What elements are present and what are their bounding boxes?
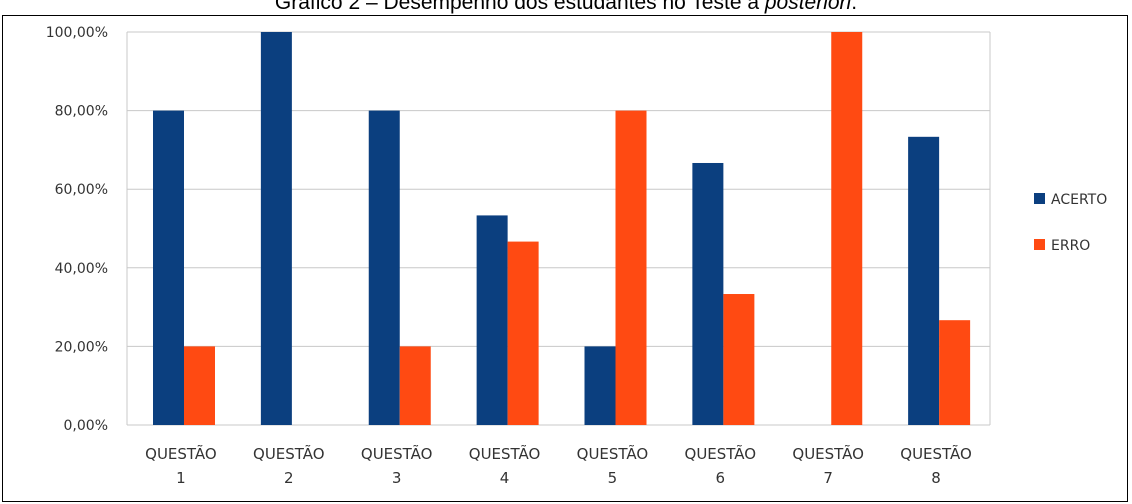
y-tick-label: 100,00% xyxy=(46,25,108,41)
x-tick-label: QUESTÃO xyxy=(469,444,541,463)
y-tick-label: 80,00% xyxy=(55,104,108,120)
y-tick-label: 40,00% xyxy=(55,261,108,277)
y-axis: 0,00% 20,00% 40,00% 60,00% 80,00% 100,00% xyxy=(46,25,108,434)
legend: ACERTO ERRO xyxy=(1034,192,1107,254)
bar-erro-7 xyxy=(831,32,863,425)
x-tick-label: 4 xyxy=(500,469,510,487)
legend-label-acerto: ACERTO xyxy=(1051,192,1107,208)
x-tick-label: QUESTÃO xyxy=(577,444,649,463)
x-tick-label: QUESTÃO xyxy=(900,444,972,463)
bars xyxy=(153,32,971,426)
bar-erro-5 xyxy=(615,110,647,425)
legend-label-erro: ERRO xyxy=(1051,238,1090,254)
x-tick-label: 8 xyxy=(931,469,941,487)
chart-title-emphasis: posteriori xyxy=(764,0,852,14)
bar-erro-4 xyxy=(507,241,539,425)
chart-title-suffix: . xyxy=(851,0,858,14)
bar-acerto-5 xyxy=(584,346,616,425)
x-tick-label: 6 xyxy=(716,469,726,487)
x-tick-label: QUESTÃO xyxy=(792,444,864,463)
x-tick-label: 2 xyxy=(284,469,294,487)
chart-title: Gráfico 2 – Desempenho dos estudantes no… xyxy=(0,0,1132,17)
x-tick-label: 1 xyxy=(176,469,186,487)
bar-acerto-3 xyxy=(368,110,400,425)
bar-acerto-4 xyxy=(476,215,508,425)
y-tick-label: 20,00% xyxy=(55,339,108,355)
bar-erro-8 xyxy=(939,320,971,425)
bar-acerto-1 xyxy=(153,110,184,425)
legend-swatch-erro xyxy=(1034,239,1045,250)
bar-acerto-6 xyxy=(692,162,724,426)
x-tick-label: 7 xyxy=(823,469,833,487)
y-tick-label: 0,00% xyxy=(64,418,108,434)
legend-swatch-acerto xyxy=(1034,193,1045,204)
bar-erro-3 xyxy=(399,346,431,425)
bar-erro-1 xyxy=(184,346,215,425)
y-tick-label: 60,00% xyxy=(55,182,108,198)
x-tick-label: 3 xyxy=(392,469,402,487)
chart-title-text: Gráfico 2 – Desempenho dos estudantes no… xyxy=(274,0,765,14)
x-tick-label: QUESTÃO xyxy=(253,444,325,463)
x-axis: QUESTÃO 1 QUESTÃO 2 QUESTÃO 3 QUESTÃO 4 QUESTÃO 5… xyxy=(145,444,972,487)
bar-acerto-8 xyxy=(908,136,940,425)
bar-erro-6 xyxy=(723,294,755,425)
x-tick-label: 5 xyxy=(608,469,618,487)
x-tick-label: QUESTÃO xyxy=(361,444,433,463)
x-tick-label: QUESTÃO xyxy=(145,444,217,463)
x-tick-label: QUESTÃO xyxy=(685,444,757,463)
bar-acerto-2 xyxy=(260,32,292,425)
